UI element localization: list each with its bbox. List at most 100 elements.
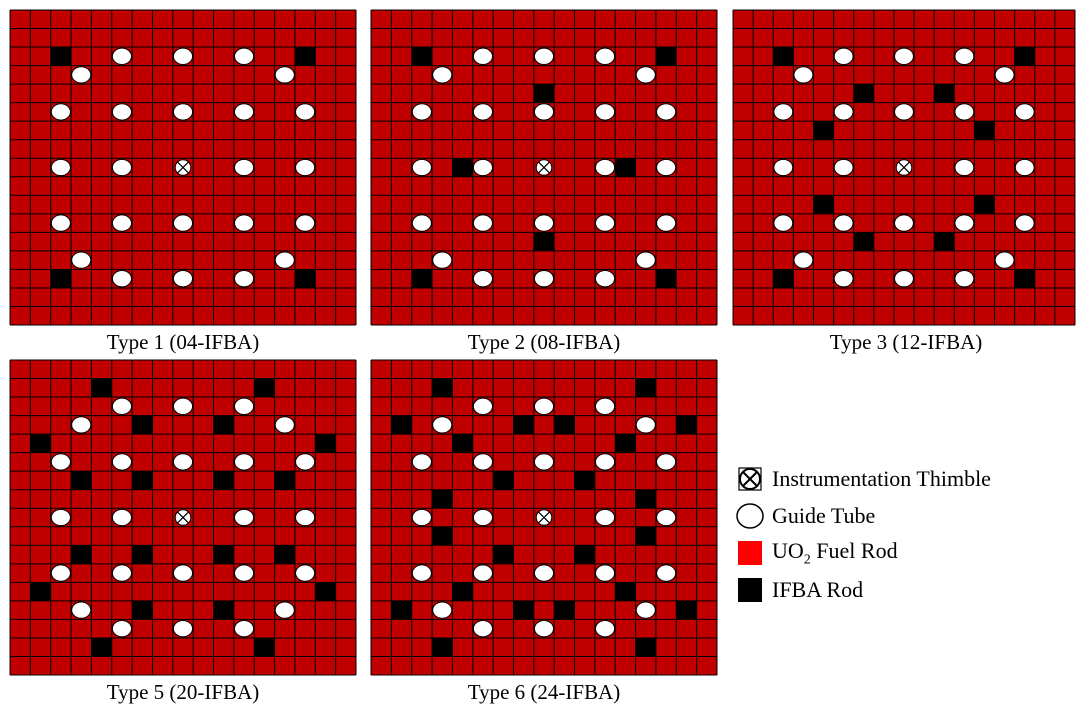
ifba-rod — [974, 121, 995, 140]
ifba-rod — [655, 269, 677, 288]
guide-tube — [472, 270, 494, 288]
guide-tube — [954, 158, 975, 177]
guide-tube — [533, 397, 555, 415]
ifba-rod — [773, 269, 794, 288]
assembly-type3 — [732, 9, 1076, 326]
guide-tube — [994, 251, 1015, 269]
guide-tube — [111, 47, 133, 65]
ifba-rod — [71, 545, 92, 564]
guide-tube — [50, 564, 71, 582]
guide-tube — [411, 158, 432, 177]
guide-tube — [594, 47, 616, 65]
ifba-rod — [411, 47, 433, 66]
guide-tube — [833, 158, 854, 177]
ifba-rod — [813, 195, 834, 214]
guide-tube — [1014, 158, 1035, 177]
ifba-rod — [213, 545, 234, 564]
guide-tube — [594, 397, 616, 415]
guide-tube — [111, 620, 133, 638]
guide-tube — [954, 47, 975, 65]
guide-tube — [533, 214, 555, 232]
instrumentation-thimble — [174, 509, 192, 526]
ifba-rod — [132, 545, 153, 564]
guide-tube — [594, 214, 616, 232]
ifba-rod — [493, 471, 514, 490]
guide-tube — [833, 47, 854, 65]
grid-lines — [732, 9, 1076, 326]
guide-tube — [71, 251, 92, 269]
guide-tube — [71, 416, 92, 434]
ifba-rod — [554, 600, 575, 620]
ifba-rod — [635, 378, 656, 398]
guide-tube — [50, 103, 71, 121]
guide-tube — [533, 453, 555, 471]
guide-tube — [111, 214, 133, 232]
guide-tube — [172, 270, 194, 288]
guide-tube — [172, 214, 194, 232]
guide-tube — [172, 564, 194, 582]
guide-tube — [793, 66, 814, 84]
ifba-rod — [132, 471, 153, 490]
instrumentation-thimble — [535, 509, 553, 526]
guide-tube — [954, 270, 975, 288]
guide-tube — [295, 564, 316, 582]
guide-tube-icon — [732, 502, 766, 530]
ifba-rod — [294, 269, 316, 288]
guide-tube — [594, 103, 616, 121]
guide-tube — [295, 214, 316, 232]
ifba-rod — [91, 378, 112, 398]
ifba-rod — [635, 637, 656, 657]
guide-tube — [172, 103, 194, 121]
ifba-rod — [655, 47, 677, 66]
ifba-rod — [853, 84, 874, 103]
ifba-rod — [635, 526, 656, 546]
legend-item-guide-tube: Guide Tube — [732, 501, 875, 531]
guide-tube — [432, 416, 453, 434]
ifba-rod — [513, 415, 534, 435]
assembly-type5 — [9, 359, 357, 676]
ifba-rod — [773, 47, 794, 66]
guide-tube — [656, 564, 677, 582]
guide-tube — [773, 214, 794, 232]
ifba-rod — [676, 415, 697, 435]
grid-lines — [370, 359, 718, 676]
ifba-rod — [615, 582, 636, 601]
ifba-rod — [934, 232, 955, 251]
guide-tube — [71, 601, 92, 619]
guide-tube — [295, 508, 316, 527]
guide-tube — [111, 158, 133, 177]
guide-tube — [295, 453, 316, 471]
ifba-rod — [974, 195, 995, 214]
guide-tube — [533, 620, 555, 638]
ifba-rod — [574, 545, 595, 564]
guide-tube — [411, 214, 432, 232]
guide-tube — [954, 214, 975, 232]
ifba-rod — [132, 600, 153, 620]
guide-tube — [894, 103, 914, 121]
ifba-rod — [71, 471, 92, 490]
caption-type6: Type 6 (24-IFBA) — [467, 680, 621, 704]
grid-lines — [9, 359, 357, 676]
ifba-rod — [1014, 269, 1035, 288]
guide-tube — [773, 103, 794, 121]
guide-tube — [111, 270, 133, 288]
ifba-rod — [493, 545, 514, 564]
guide-tube — [50, 453, 71, 471]
guide-tube — [411, 453, 432, 471]
guide-tube — [635, 601, 656, 619]
ifba-rod — [452, 434, 473, 453]
guide-tube — [274, 66, 295, 84]
assembly-type2 — [370, 9, 718, 326]
guide-tube — [432, 251, 453, 269]
thimble-icon — [732, 465, 766, 493]
ifba-rod — [452, 158, 473, 177]
ifba-rod — [50, 47, 72, 66]
guide-tube — [274, 251, 295, 269]
guide-tube — [233, 564, 255, 582]
guide-tube — [635, 251, 656, 269]
guide-tube — [295, 158, 316, 177]
guide-tube — [233, 397, 255, 415]
caption-type5: Type 5 (20-IFBA) — [106, 680, 260, 704]
guide-tube — [533, 270, 555, 288]
guide-tube — [472, 158, 494, 177]
